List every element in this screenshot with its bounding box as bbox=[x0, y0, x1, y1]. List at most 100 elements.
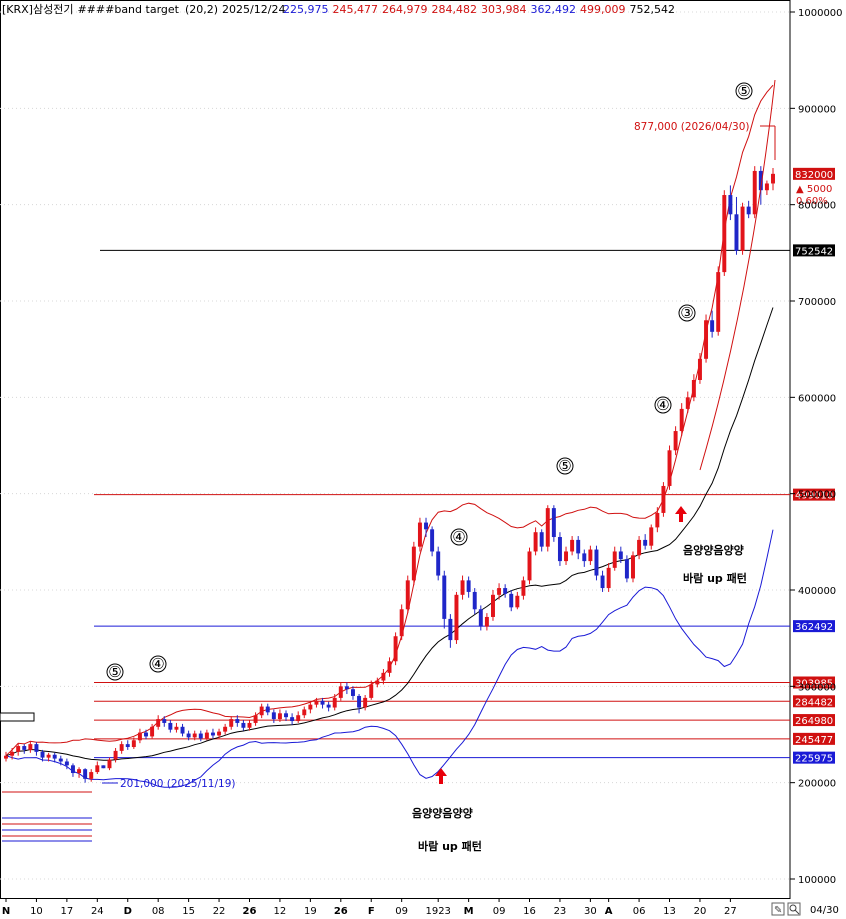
candle-body bbox=[631, 555, 635, 579]
candle-body bbox=[119, 744, 124, 751]
candle-body bbox=[156, 719, 161, 727]
candle-body bbox=[758, 170, 763, 191]
candle-body bbox=[527, 551, 532, 581]
price-level-tag bbox=[793, 695, 835, 708]
candle-body bbox=[393, 636, 398, 662]
candle-body bbox=[259, 706, 264, 716]
footer-date: 04/30 bbox=[810, 905, 839, 916]
y-tick-label: 900000 bbox=[798, 104, 836, 115]
candle-body bbox=[716, 272, 721, 332]
price-level-tag bbox=[793, 488, 835, 501]
candle-body bbox=[253, 715, 258, 723]
candle-body bbox=[612, 551, 617, 568]
candle-body bbox=[704, 320, 709, 359]
header-value: 752,542 bbox=[630, 3, 676, 16]
x-tick-label: 13 bbox=[663, 906, 676, 917]
candle-body bbox=[387, 661, 392, 673]
plot-frame bbox=[0, 0, 791, 899]
candle-body bbox=[332, 697, 337, 708]
candle-body bbox=[643, 539, 648, 546]
candle-body bbox=[588, 549, 593, 562]
price-level-tag bbox=[793, 751, 835, 764]
candle-body bbox=[417, 522, 422, 547]
last-price-label: 832000 bbox=[795, 170, 833, 181]
price-level-label: 752542 bbox=[795, 246, 833, 257]
candle-body bbox=[472, 591, 477, 610]
header-value: 499,009 bbox=[580, 3, 626, 16]
candle-body bbox=[497, 588, 502, 595]
x-tick-label: 26 bbox=[243, 906, 257, 917]
header-value: 362,492 bbox=[531, 3, 577, 16]
candle-body bbox=[357, 695, 362, 708]
pattern-arrow-2 bbox=[675, 506, 687, 522]
candle-body bbox=[180, 726, 185, 734]
candle-body bbox=[302, 709, 307, 716]
candle-body bbox=[478, 609, 483, 627]
candle-body bbox=[582, 553, 587, 562]
pattern-1-line-2: 바람 up 패턴 bbox=[418, 839, 482, 853]
candle-body bbox=[509, 593, 514, 608]
x-tick-label: 15 bbox=[182, 906, 195, 917]
candle-body bbox=[52, 754, 57, 759]
price-level-label: 303985 bbox=[795, 678, 833, 689]
pattern-arrow-1 bbox=[435, 768, 447, 784]
candle-body bbox=[192, 733, 197, 738]
candle-body bbox=[381, 672, 386, 681]
candle-body bbox=[77, 769, 82, 774]
edit-icon-glyph: ✎ bbox=[774, 905, 782, 916]
candle-body bbox=[424, 522, 429, 530]
wave-label: ⑤ bbox=[737, 82, 750, 100]
candle-body bbox=[375, 680, 380, 685]
candle-body bbox=[101, 765, 106, 769]
candle-body bbox=[515, 595, 520, 608]
x-tick-label: M bbox=[464, 906, 474, 917]
candle-body bbox=[673, 431, 678, 451]
candle-body bbox=[679, 408, 684, 432]
wave-label-circle bbox=[149, 655, 167, 673]
wave-label-circle bbox=[450, 528, 468, 546]
candle-body bbox=[405, 580, 410, 610]
header-value: 245,477 bbox=[333, 3, 379, 16]
candle-body bbox=[265, 706, 270, 713]
candle-body bbox=[764, 183, 769, 191]
candle-body bbox=[484, 616, 489, 627]
price-level-tag bbox=[793, 732, 835, 745]
price-level-label: 264980 bbox=[795, 716, 833, 727]
x-tick-label: 30 bbox=[584, 906, 597, 917]
candle-body bbox=[235, 719, 240, 723]
candle-body bbox=[442, 575, 447, 619]
candle-body bbox=[728, 195, 733, 215]
last-price-pct: 0.60% bbox=[796, 196, 828, 207]
candle-body bbox=[600, 575, 605, 589]
candle-body bbox=[570, 539, 575, 552]
candle-body bbox=[564, 551, 569, 562]
x-tick-label: 12 bbox=[274, 906, 287, 917]
candle-body bbox=[746, 206, 751, 215]
candle-body bbox=[64, 761, 69, 766]
candle-body bbox=[557, 537, 562, 562]
candle-body bbox=[722, 195, 727, 273]
candle-body bbox=[58, 758, 63, 762]
candle-body bbox=[430, 529, 435, 552]
chart-header-values: 225,975 245,477 264,979 284,482 303,984 362,4… bbox=[283, 3, 675, 16]
candle-body bbox=[125, 744, 130, 748]
candle-body bbox=[545, 508, 550, 547]
price-level-label: 245477 bbox=[795, 735, 833, 746]
wave-label-circle bbox=[678, 304, 696, 322]
price-level-tag bbox=[793, 244, 835, 257]
x-tick-label: 27 bbox=[724, 906, 737, 917]
y-tick-label: 800000 bbox=[798, 201, 836, 212]
candle-body bbox=[247, 722, 252, 728]
wave-label-circle bbox=[735, 82, 753, 100]
header-value: 225,975 bbox=[283, 3, 329, 16]
upper-band-line bbox=[5, 84, 774, 757]
y-tick-label: 400000 bbox=[798, 586, 836, 597]
x-tick-label: 26 bbox=[334, 906, 348, 917]
candle-body bbox=[144, 732, 148, 737]
header-value: 284,482 bbox=[432, 3, 478, 16]
zoom-icon-handle bbox=[794, 909, 800, 915]
candle-body bbox=[277, 713, 282, 720]
candle-body bbox=[22, 746, 27, 750]
edit-icon[interactable] bbox=[771, 902, 785, 916]
